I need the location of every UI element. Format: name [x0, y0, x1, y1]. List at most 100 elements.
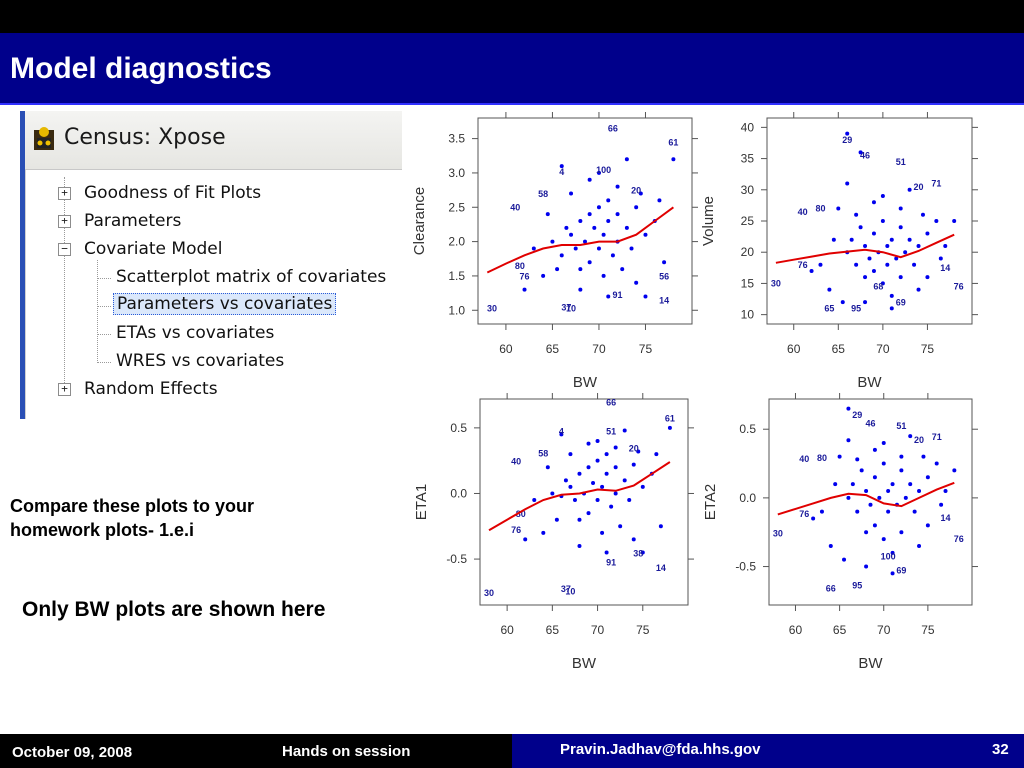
footer-date: October 09, 2008 [12, 744, 132, 761]
data-point [639, 192, 643, 196]
data-point [944, 489, 948, 493]
tree-item-random-effects[interactable]: Random Effects [84, 379, 218, 399]
x-tick-label: 70 [876, 342, 890, 356]
point-id-label: 46 [865, 418, 875, 428]
tree-item-covariate-model[interactable]: Covariate Model [84, 239, 222, 259]
tree-expand-icon[interactable]: + [58, 383, 71, 396]
data-point [605, 551, 609, 555]
data-point [574, 246, 578, 250]
y-tick-label: 0.0 [450, 486, 467, 500]
data-point [899, 455, 903, 459]
data-point [926, 523, 930, 527]
y-tick-label: 35 [741, 152, 755, 166]
data-point [523, 288, 527, 292]
data-point [917, 288, 921, 292]
y-tick-label: 20 [741, 245, 755, 259]
data-point [569, 233, 573, 237]
data-point [890, 306, 894, 310]
data-point [578, 219, 582, 223]
data-point [606, 198, 610, 202]
data-point [845, 132, 849, 136]
data-point [671, 157, 675, 161]
data-point [917, 489, 921, 493]
data-point [854, 213, 858, 217]
y-tick-label: 1.5 [448, 269, 465, 283]
data-point [891, 571, 895, 575]
point-id-label: 66 [608, 124, 618, 134]
data-point [546, 212, 550, 216]
data-point [863, 275, 867, 279]
data-point [851, 482, 855, 486]
data-point [863, 300, 867, 304]
x-tick-label: 60 [499, 342, 513, 356]
data-point [899, 275, 903, 279]
point-id-label: 61 [668, 137, 678, 147]
tree-collapse-icon[interactable]: − [58, 243, 71, 256]
data-point [872, 269, 876, 273]
data-point [903, 250, 907, 254]
data-point [841, 300, 845, 304]
data-point [555, 518, 559, 522]
footer-email: Pravin.Jadhav@fda.hhs.gov [560, 741, 761, 758]
data-point [591, 481, 595, 485]
tree-item-parameters[interactable]: Parameters [84, 211, 181, 231]
point-id-label: 14 [656, 563, 666, 573]
data-point [641, 551, 645, 555]
data-point [890, 294, 894, 298]
point-id-label: 68 [873, 282, 883, 292]
tree-expand-icon[interactable]: + [58, 187, 71, 200]
data-point [943, 244, 947, 248]
data-point [634, 281, 638, 285]
data-point [921, 455, 925, 459]
data-point [555, 267, 559, 271]
point-id-label: 100 [881, 552, 896, 562]
point-id-label: 40 [511, 457, 521, 467]
tree-item-wres-vs-covariates[interactable]: WRES vs covariates [116, 351, 284, 371]
point-id-label: 14 [940, 263, 950, 273]
data-point [577, 472, 581, 476]
y-tick-label: 15 [741, 276, 755, 290]
tree-item-scatterplot-matrix[interactable]: Scatterplot matrix of covariates [116, 267, 386, 287]
data-point [952, 219, 956, 223]
data-point [881, 194, 885, 198]
data-point [559, 432, 563, 436]
data-point [597, 205, 601, 209]
point-id-label: 56 [659, 271, 669, 281]
tree-expand-icon[interactable]: + [58, 215, 71, 228]
data-point [611, 253, 615, 257]
data-point [596, 459, 600, 463]
data-point [614, 491, 618, 495]
x-axis-label: BW [857, 374, 882, 391]
data-point [564, 478, 568, 482]
data-point [650, 472, 654, 476]
y-axis-label: Volume [700, 196, 717, 246]
smooth-line [778, 483, 955, 515]
data-point [827, 288, 831, 292]
point-id-label: 40 [510, 203, 520, 213]
tree-line [97, 334, 111, 335]
data-point [881, 219, 885, 223]
tree-item-parameters-vs-covariates[interactable]: Parameters vs covariates [113, 293, 336, 315]
data-point [882, 441, 886, 445]
data-point [850, 238, 854, 242]
tree-item-etas-vs-covariates[interactable]: ETAs vs covariates [116, 323, 274, 343]
data-point [623, 428, 627, 432]
tree-item-goodness-of-fit[interactable]: Goodness of Fit Plots [84, 183, 261, 203]
data-point [899, 468, 903, 472]
tree-line [64, 177, 65, 395]
xpose-app-icon [32, 124, 56, 154]
data-point [596, 498, 600, 502]
point-id-label: 76 [954, 534, 964, 544]
data-point [921, 213, 925, 217]
data-point [934, 219, 938, 223]
bw-note: Only BW plots are shown here [22, 598, 325, 622]
data-point [904, 496, 908, 500]
data-point [876, 250, 880, 254]
data-point [597, 171, 601, 175]
point-id-label: 40 [799, 454, 809, 464]
data-point [885, 244, 889, 248]
data-point [860, 468, 864, 472]
top-band [0, 0, 1024, 33]
data-point [952, 468, 956, 472]
x-axis-label: BW [572, 655, 597, 672]
